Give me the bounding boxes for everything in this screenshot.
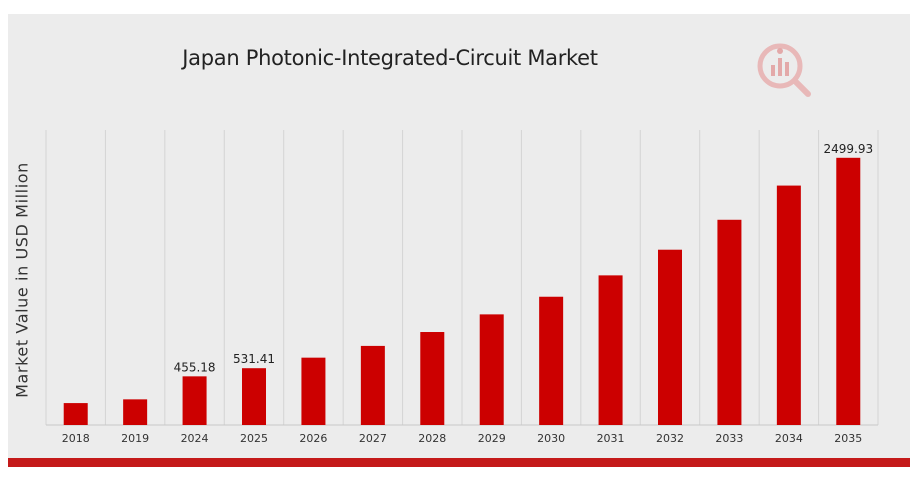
bar: [301, 357, 326, 425]
bar: [776, 185, 801, 425]
x-tick-label: 2026: [299, 432, 327, 445]
x-tick-label: 2024: [181, 432, 209, 445]
x-tick-label: 2030: [537, 432, 565, 445]
bar: [360, 345, 385, 425]
chart-title: Japan Photonic-Integrated-Circuit Market: [182, 46, 598, 70]
bar: [658, 249, 682, 425]
x-tick-label: 2035: [834, 432, 862, 445]
bar: [182, 376, 207, 425]
research-logo-icon: [757, 43, 811, 97]
bar: [836, 157, 861, 425]
bar: [479, 314, 504, 425]
x-tick-label: 2018: [62, 432, 90, 445]
chart-background: [8, 14, 910, 458]
x-tick-label: 2029: [478, 432, 506, 445]
bar: [63, 403, 88, 425]
data-label: 455.18: [174, 360, 216, 374]
x-tick-label: 2032: [656, 432, 684, 445]
bar: [242, 368, 266, 425]
bar: [123, 399, 148, 425]
x-tick-label: 2027: [359, 432, 387, 445]
data-label: 2499.93: [823, 142, 873, 156]
bar: [598, 275, 623, 425]
accent-bar: [8, 458, 910, 467]
x-tick-label: 2019: [121, 432, 149, 445]
bar: [717, 219, 742, 425]
x-tick-label: 2031: [597, 432, 625, 445]
data-label: 531.41: [233, 352, 275, 366]
bar: [420, 332, 445, 425]
x-tick-label: 2033: [715, 432, 743, 445]
x-tick-label: 2025: [240, 432, 268, 445]
x-tick-label: 2034: [775, 432, 803, 445]
x-tick-label: 2028: [418, 432, 446, 445]
bar: [539, 296, 564, 425]
